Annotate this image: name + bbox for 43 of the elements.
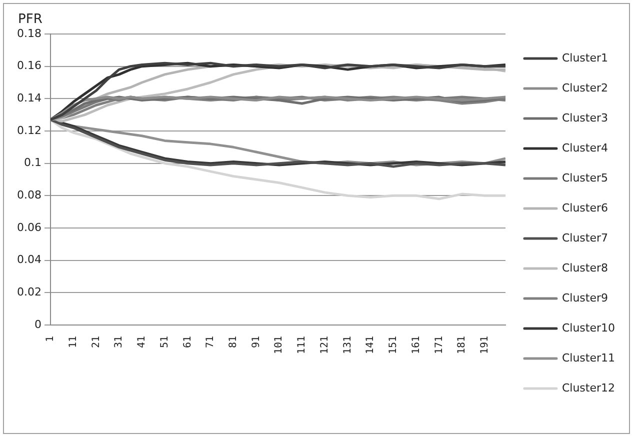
x-tick-label: 141 (365, 336, 376, 354)
y-tick-label: 0.02 (16, 286, 42, 299)
x-tick-label: 41 (136, 336, 148, 348)
legend-label: Cluster6 (562, 201, 608, 214)
x-tick-label: 1 (45, 336, 56, 342)
y-tick-label: 0.08 (16, 188, 42, 202)
x-tick-label: 191 (479, 336, 490, 354)
legend-label: Cluster1 (562, 51, 608, 64)
legend-label: Cluster7 (562, 231, 608, 244)
x-tick-label: 101 (274, 336, 285, 354)
x-tick-label: 91 (250, 336, 262, 348)
legend-label: Cluster2 (562, 81, 608, 94)
y-tick-label: 0.04 (16, 253, 42, 266)
x-tick-label: 121 (319, 336, 330, 354)
x-tick-label: 111 (296, 336, 308, 354)
legend-label: Cluster11 (562, 351, 616, 364)
legend-label: Cluster10 (562, 321, 616, 334)
x-tick-label: 61 (182, 336, 194, 348)
x-tick-label: 151 (388, 336, 400, 354)
x-tick-label: 131 (342, 336, 354, 354)
legend-label: Cluster3 (562, 111, 608, 124)
y-tick-label: 0.16 (16, 59, 42, 72)
legend-label: Cluster4 (562, 141, 608, 154)
x-tick-label: 21 (90, 336, 102, 348)
y-tick-label: 0.12 (16, 124, 42, 137)
legend-label: Cluster9 (562, 291, 608, 304)
legend-label: Cluster8 (562, 261, 608, 274)
x-tick-label: 71 (205, 336, 216, 348)
y-tick-label: 0.06 (16, 220, 42, 234)
y-axis-title: PFR (18, 12, 42, 27)
y-tick-label: 0.1 (24, 156, 42, 170)
legend-label: Cluster12 (562, 381, 616, 394)
y-tick-label: 0 (34, 318, 42, 331)
x-tick-label: 31 (114, 336, 125, 348)
x-tick-label: 51 (159, 336, 170, 348)
legend-label: Cluster5 (562, 171, 608, 184)
x-tick-label: 181 (456, 336, 468, 354)
y-tick-label: 0.18 (16, 26, 42, 40)
x-tick-label: 171 (434, 336, 445, 354)
x-tick-label: 81 (228, 336, 239, 348)
x-tick-label: 11 (68, 336, 79, 348)
x-tick-label: 161 (410, 336, 422, 354)
y-tick-label: 0.14 (16, 92, 42, 105)
